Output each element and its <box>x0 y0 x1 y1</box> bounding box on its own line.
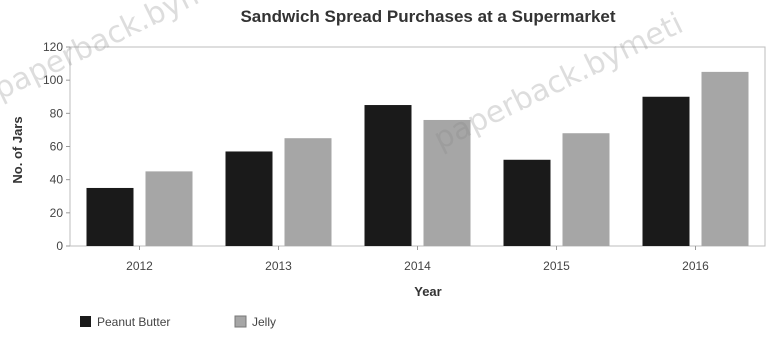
legend-label-jelly: Jelly <box>252 315 276 329</box>
bar-peanut-butter-2013 <box>225 151 273 246</box>
bar-jelly-2012 <box>145 171 193 246</box>
x-tick-label: 2013 <box>265 259 292 273</box>
y-tick-label: 40 <box>50 173 64 187</box>
bar-jelly-2014 <box>423 119 471 246</box>
y-tick-label: 120 <box>43 40 63 54</box>
bars-group <box>86 71 749 247</box>
y-tick-label: 0 <box>56 239 63 253</box>
x-axis-label: Year <box>414 284 441 299</box>
y-axis: 0 20 40 60 80 100 120 <box>43 40 70 253</box>
y-tick-label: 20 <box>50 206 64 220</box>
bar-peanut-butter-2016 <box>642 96 690 246</box>
y-tick-label: 80 <box>50 106 64 120</box>
y-axis-label: No. of Jars <box>10 116 25 183</box>
chart-title: Sandwich Spread Purchases at a Supermark… <box>240 7 615 26</box>
bar-peanut-butter-2015 <box>503 159 551 246</box>
legend-label-peanut-butter: Peanut Butter <box>97 315 170 329</box>
y-tick-label: 60 <box>50 140 64 154</box>
legend-swatch-jelly <box>234 315 247 328</box>
bar-jelly-2013 <box>284 138 332 246</box>
x-axis: 2012 2013 2014 2015 2016 <box>126 246 709 273</box>
bar-jelly-2015 <box>562 133 610 246</box>
x-tick-label: 2016 <box>682 259 709 273</box>
bar-peanut-butter-2012 <box>86 187 134 246</box>
x-tick-label: 2015 <box>543 259 570 273</box>
y-tick-label: 100 <box>43 73 63 87</box>
x-tick-label: 2014 <box>404 259 431 273</box>
bar-peanut-butter-2014 <box>364 105 412 247</box>
x-tick-label: 2012 <box>126 259 153 273</box>
legend-swatch-peanut-butter <box>80 316 91 327</box>
legend: Peanut Butter Jelly <box>80 315 276 329</box>
watermark-left: paperback.bymeti <box>0 0 249 107</box>
bar-jelly-2016 <box>701 71 749 246</box>
